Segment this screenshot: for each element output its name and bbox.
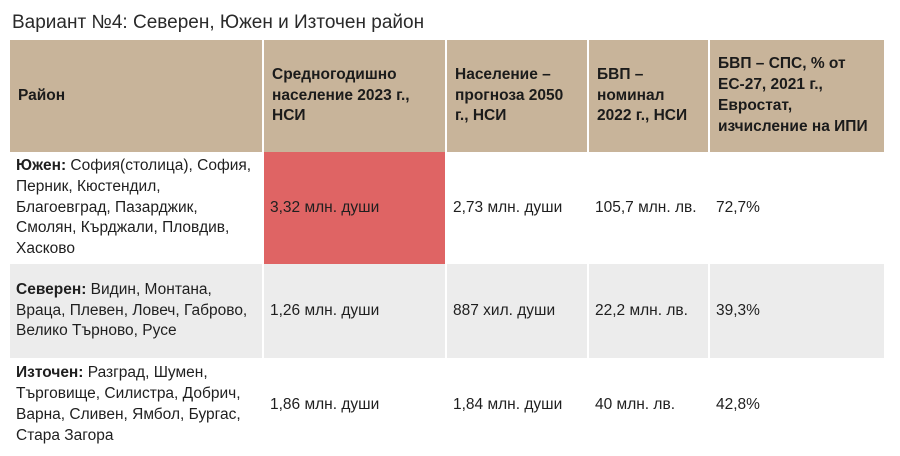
region-cell: Северен: Видин, Монтана, Враца, Плевен, … (10, 264, 264, 358)
table-row-east: Източен: Разград, Шумен, Търговище, Сили… (10, 358, 884, 452)
region-districts: Разград, Шумен, Търговище, Силистра, Доб… (16, 364, 241, 444)
header-row: Район Средногодишно население 2023 г., Н… (10, 40, 884, 152)
header-gdp-pps: БВП – СПС, % от ЕС-27, 2021 г., Евростат… (709, 40, 884, 152)
regions-table: Район Средногодишно население 2023 г., Н… (10, 40, 884, 452)
gdp-pps-cell: 72,7% (709, 152, 884, 264)
table-row-south: Южен: София(столица), София, Перник, Кюс… (10, 152, 884, 264)
population-2023-cell: 1,26 млн. души (263, 264, 447, 358)
gdp-nominal-cell: 40 млн. лв. (588, 358, 710, 452)
header-gdp-nominal: БВП – номинал 2022 г., НСИ (588, 40, 710, 152)
region-districts: София(столица), София, Перник, Кюстендил… (16, 156, 252, 258)
region-cell: Източен: Разград, Шумен, Търговище, Сили… (10, 358, 264, 452)
population-2050-cell: 1,84 млн. души (446, 358, 589, 452)
population-2023-cell: 1,86 млн. души (263, 358, 447, 452)
population-2050-cell: 2,73 млн. души (446, 152, 589, 264)
region-name: Южен: (16, 156, 67, 174)
gdp-nominal-cell: 22,2 млн. лв. (588, 264, 710, 358)
gdp-pps-cell: 42,8% (709, 358, 884, 452)
gdp-pps-cell: 39,3% (709, 264, 884, 358)
region-name: Северен: (16, 280, 87, 298)
region-name: Източен: (16, 364, 84, 382)
region-cell: Южен: София(столица), София, Перник, Кюс… (10, 152, 264, 264)
population-2050-cell: 887 хил. души (446, 264, 589, 358)
population-2023-cell: 3,32 млн. души (263, 152, 447, 264)
header-population-2023: Средногодишно население 2023 г., НСИ (263, 40, 447, 152)
header-region: Район (10, 40, 264, 152)
table-row-north: Северен: Видин, Монтана, Враца, Плевен, … (10, 264, 884, 358)
table-caption: Вариант №4: Северен, Южен и Източен райо… (12, 12, 425, 33)
region-districts: Видин, Монтана, Враца, Плевен, Ловеч, Га… (16, 280, 248, 340)
table-header: Район Средногодишно население 2023 г., Н… (10, 40, 884, 152)
header-population-2050: Население – прогноза 2050 г., НСИ (446, 40, 589, 152)
gdp-nominal-cell: 105,7 млн. лв. (588, 152, 710, 264)
